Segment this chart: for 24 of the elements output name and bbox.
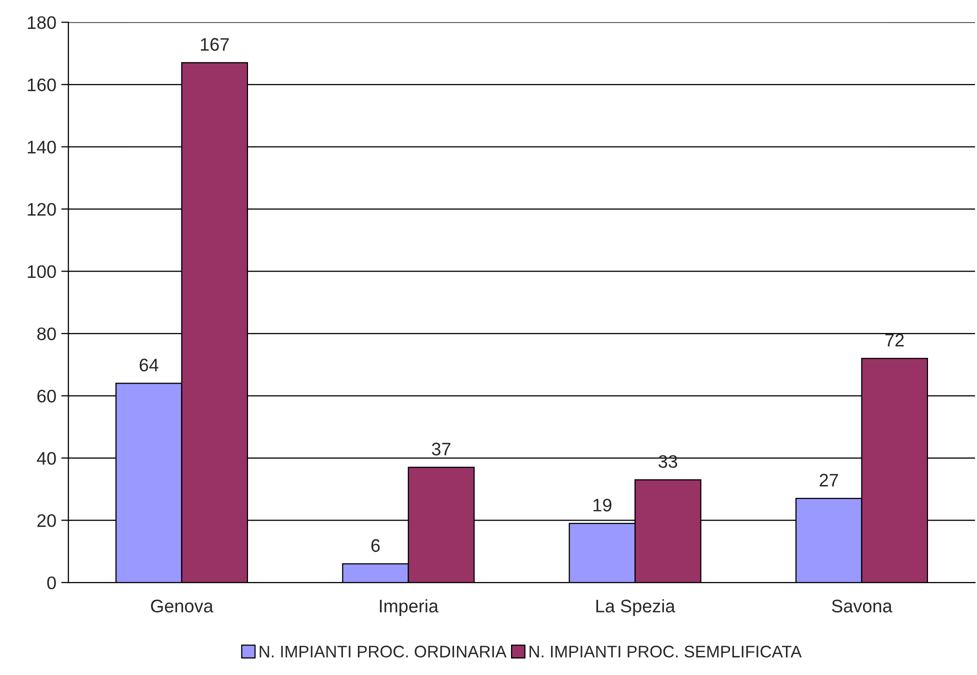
x-tick-label: La Spezia bbox=[596, 599, 676, 616]
legend-label: N. IMPIANTI PROC. SEMPLIFICATA bbox=[530, 646, 802, 658]
legend-label: N. IMPIANTI PROC. ORDINARIA bbox=[260, 646, 507, 658]
data-label: 167 bbox=[200, 38, 229, 51]
y-tick-label: 0 bbox=[47, 576, 56, 590]
data-label: 72 bbox=[885, 334, 904, 346]
x-tick-label: Savona bbox=[832, 600, 892, 612]
data-label: 19 bbox=[594, 498, 612, 512]
y-tick-label: 100 bbox=[28, 265, 56, 278]
data-label: 37 bbox=[432, 442, 450, 456]
y-tick-label: 80 bbox=[37, 327, 56, 340]
y-tick-label: 120 bbox=[28, 202, 56, 216]
data-label: 27 bbox=[820, 474, 838, 486]
y-tick-label: 180 bbox=[28, 16, 56, 29]
y-tick-label: 160 bbox=[28, 78, 56, 92]
x-tick-label: Imperia bbox=[380, 599, 438, 616]
y-tick-label: 60 bbox=[37, 390, 56, 402]
data-label: 6 bbox=[371, 539, 380, 552]
y-tick-label: 40 bbox=[36, 452, 56, 465]
y-tick-label: 20 bbox=[37, 514, 56, 527]
data-label: 64 bbox=[140, 358, 158, 372]
y-tick-label: 140 bbox=[28, 140, 56, 154]
data-label: 33 bbox=[658, 455, 678, 468]
x-tick-label: Genova bbox=[151, 600, 214, 612]
